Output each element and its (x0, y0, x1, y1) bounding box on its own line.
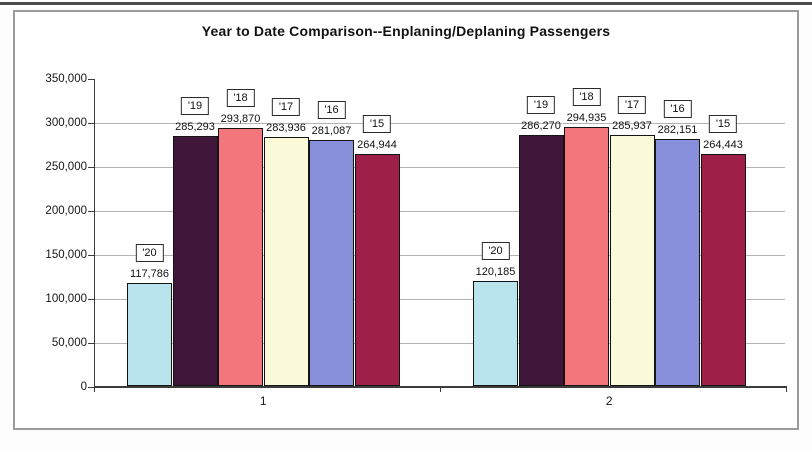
year-label-box: '15 (708, 115, 738, 133)
bar-value-label: 285,937 (612, 120, 652, 132)
bar-value-label: 282,151 (657, 124, 698, 136)
bar-value-label: 285,293 (175, 121, 215, 133)
y-axis-tick (88, 387, 95, 388)
x-category-label: 1 (259, 394, 267, 408)
bar-value-label: 120,185 (475, 266, 516, 278)
year-label-box: '18 (226, 89, 255, 107)
y-axis-tick-label: 350,000 (45, 73, 87, 85)
y-axis-tick-label: 0 (80, 381, 87, 393)
year-label-box: '15 (362, 115, 392, 133)
year-label-box: '17 (617, 96, 647, 114)
year-label-box: '19 (180, 97, 210, 115)
bar-15-group1 (355, 154, 400, 386)
y-axis-tick-label: 200,000 (45, 205, 87, 217)
y-gridline (95, 255, 785, 256)
y-gridline (95, 211, 785, 212)
bar-18-group1 (218, 128, 263, 386)
x-axis-tick (94, 387, 95, 392)
bar-18-group2 (564, 127, 609, 386)
y-axis-tick-label: 150,000 (45, 249, 87, 261)
y-axis-tick-label: 50,000 (51, 337, 87, 349)
x-axis-tick (786, 387, 787, 392)
y-axis-tick (88, 123, 95, 124)
year-label-box: '16 (317, 101, 346, 119)
bar-value-label: 264,944 (357, 139, 397, 151)
y-axis-tick (88, 255, 95, 256)
bar-value-label: 293,870 (220, 113, 261, 125)
bar-19-group2 (519, 135, 564, 386)
y-gridline (95, 343, 785, 344)
bar-17-group2 (610, 135, 655, 386)
page-top-rule (0, 2, 812, 5)
year-label-box: '16 (663, 100, 692, 118)
y-axis-tick-label: 100,000 (45, 293, 87, 305)
bar-20-group2 (473, 281, 518, 386)
bar-value-label: 294,935 (566, 112, 607, 124)
bar-16-group1 (309, 140, 354, 386)
bar-16-group2 (655, 139, 700, 386)
bar-15-group2 (701, 154, 746, 386)
y-axis-tick (88, 167, 95, 168)
y-axis-tick (88, 343, 95, 344)
y-axis-tick (88, 211, 95, 212)
bar-19-group1 (173, 136, 218, 386)
bar-17-group1 (264, 137, 309, 386)
bar-value-label: 117,786 (130, 268, 169, 280)
y-axis-line (94, 79, 95, 387)
bar-value-label: 286,270 (521, 120, 561, 132)
bar-20-group1 (127, 283, 172, 386)
y-axis-tick-label: 250,000 (45, 161, 87, 173)
y-axis-tick-label: 300,000 (45, 117, 87, 129)
y-gridline (95, 123, 785, 124)
year-label-box: '17 (271, 98, 301, 116)
year-label-box: '20 (135, 244, 164, 262)
bar-value-label: 283,936 (266, 122, 306, 134)
year-label-box: '19 (526, 96, 556, 114)
chart-title: Year to Date Comparison--Enplaning/Depla… (201, 23, 611, 39)
y-axis-tick (88, 299, 95, 300)
y-axis-tick (88, 79, 95, 80)
year-label-box: '20 (481, 242, 510, 260)
bar-value-label: 281,087 (311, 125, 352, 137)
x-axis-tick (440, 387, 441, 392)
bar-value-label: 264,443 (703, 139, 743, 151)
y-gridline (95, 167, 785, 168)
year-label-box: '18 (572, 88, 601, 106)
y-gridline (95, 299, 785, 300)
x-category-label: 2 (605, 394, 613, 408)
